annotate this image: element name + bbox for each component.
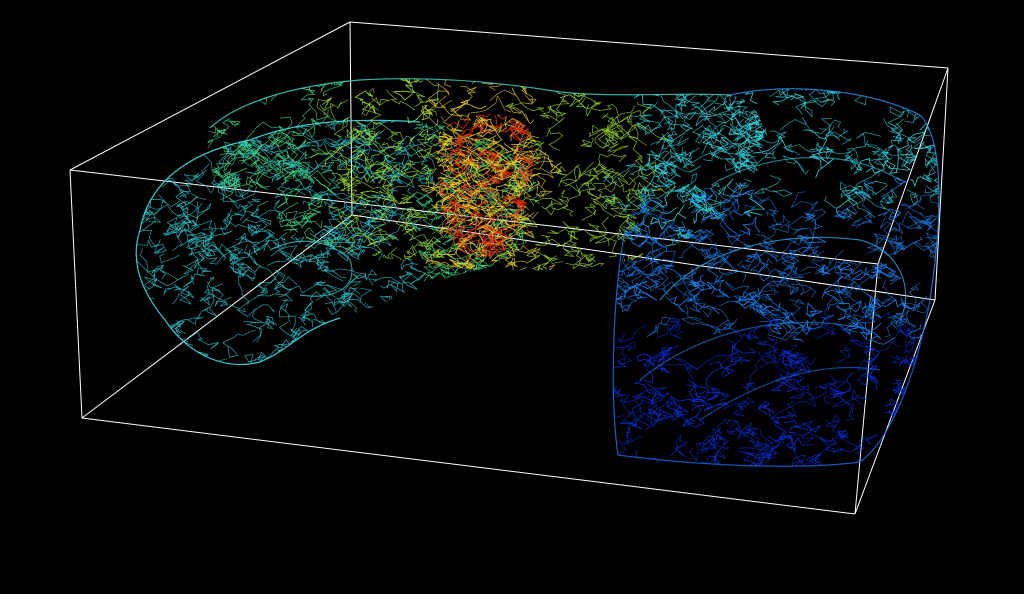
surface-contours bbox=[135, 78, 940, 467]
mesh-right-block bbox=[613, 88, 940, 467]
mesh-top-band bbox=[207, 78, 764, 271]
